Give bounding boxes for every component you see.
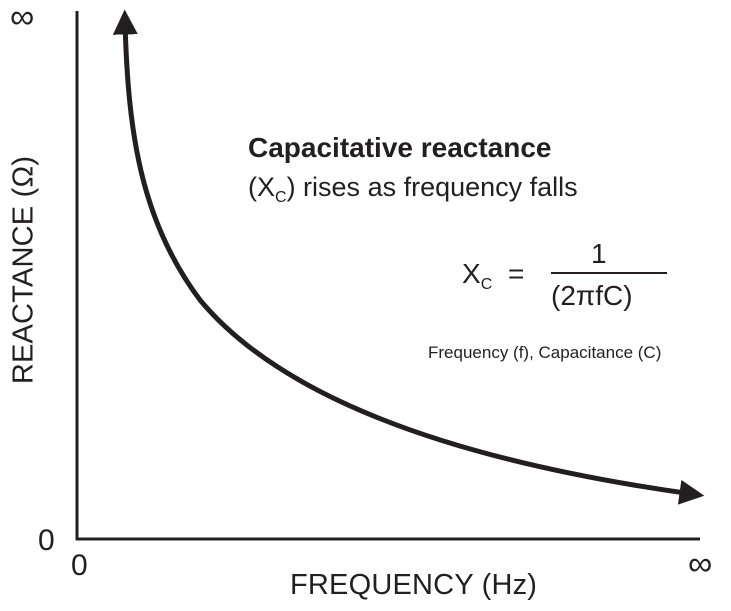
reactance-curve bbox=[112, 9, 705, 505]
annotation-heading: Capacitative reactance bbox=[248, 132, 552, 163]
annotation-rest: ) rises as frequency falls bbox=[286, 172, 578, 202]
x-axis-title: FREQUENCY (Hz) bbox=[290, 569, 538, 601]
y-axis-zero-label: 0 bbox=[38, 524, 55, 557]
formula-equals: = bbox=[508, 258, 525, 289]
x-axis-zero-label: 0 bbox=[71, 549, 88, 582]
formula-subscript: C bbox=[480, 276, 493, 293]
y-axis-infinity-label: ∞ bbox=[10, 0, 35, 36]
formula-denominator: (2πfC) bbox=[551, 280, 633, 311]
formula-lhs: XC = bbox=[462, 258, 524, 294]
formula-x: X bbox=[462, 258, 481, 289]
annotation-open: (X bbox=[248, 172, 275, 202]
annotation-subscript: C bbox=[275, 189, 287, 206]
variables-note: Frequency (f), Capacitance (C) bbox=[428, 343, 662, 362]
x-axis-infinity-label: ∞ bbox=[688, 545, 713, 583]
y-axis-title: REACTANCE (Ω) bbox=[7, 155, 40, 385]
formula-numerator: 1 bbox=[591, 238, 607, 269]
annotation-subtext: (XC) rises as frequency falls bbox=[248, 172, 578, 207]
